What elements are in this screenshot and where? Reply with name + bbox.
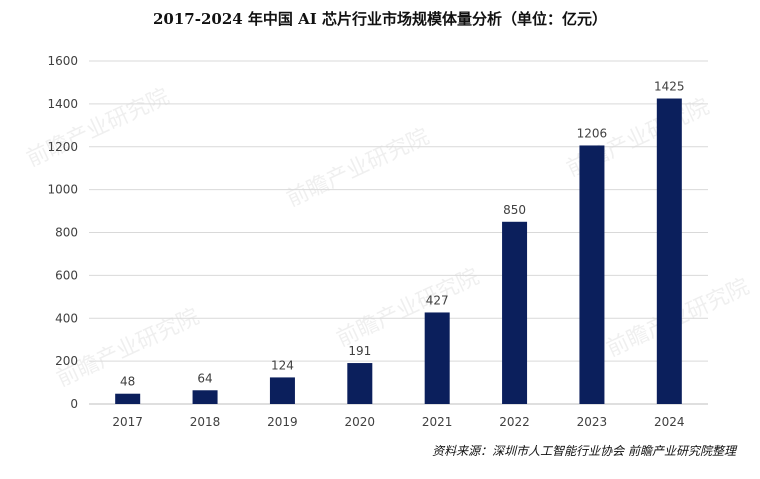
bar: [424, 312, 450, 404]
bar: [115, 393, 141, 404]
bar: [192, 390, 218, 404]
data-label: 124: [271, 358, 294, 372]
y-tick-label: 1600: [47, 54, 78, 68]
bar: [269, 377, 295, 404]
bar: [656, 98, 682, 404]
source-note: 资料来源：深圳市人工智能行业协会 前瞻产业研究院整理: [432, 444, 736, 458]
x-tick-label: 2020: [345, 415, 376, 429]
data-label: 64: [197, 371, 212, 385]
chart-title: 2017-2024 年中国 AI 芯片行业市场规模体量分析（单位：亿元）: [152, 10, 608, 28]
x-tick-label: 2023: [577, 415, 608, 429]
y-tick-label: 1000: [47, 183, 78, 197]
y-tick-label: 1200: [47, 140, 78, 154]
data-label: 427: [426, 293, 449, 307]
y-tick-label: 800: [55, 226, 78, 240]
data-label: 850: [503, 203, 526, 217]
y-tick-label: 0: [70, 397, 78, 411]
bar: [502, 221, 528, 404]
y-tick-label: 1400: [47, 97, 78, 111]
y-tick-label: 400: [55, 311, 78, 325]
bar: [347, 363, 373, 404]
x-tick-label: 2017: [112, 415, 143, 429]
data-label: 48: [120, 375, 135, 389]
x-tick-label: 2021: [422, 415, 453, 429]
y-tick-label: 600: [55, 268, 78, 282]
y-tick-label: 200: [55, 354, 78, 368]
data-label: 1206: [577, 126, 608, 140]
bar: [579, 145, 605, 404]
x-tick-label: 2022: [499, 415, 530, 429]
x-tick-label: 2024: [654, 415, 685, 429]
x-tick-label: 2018: [190, 415, 221, 429]
data-label: 1425: [654, 80, 685, 94]
data-label: 191: [348, 344, 371, 358]
x-tick-label: 2019: [267, 415, 298, 429]
